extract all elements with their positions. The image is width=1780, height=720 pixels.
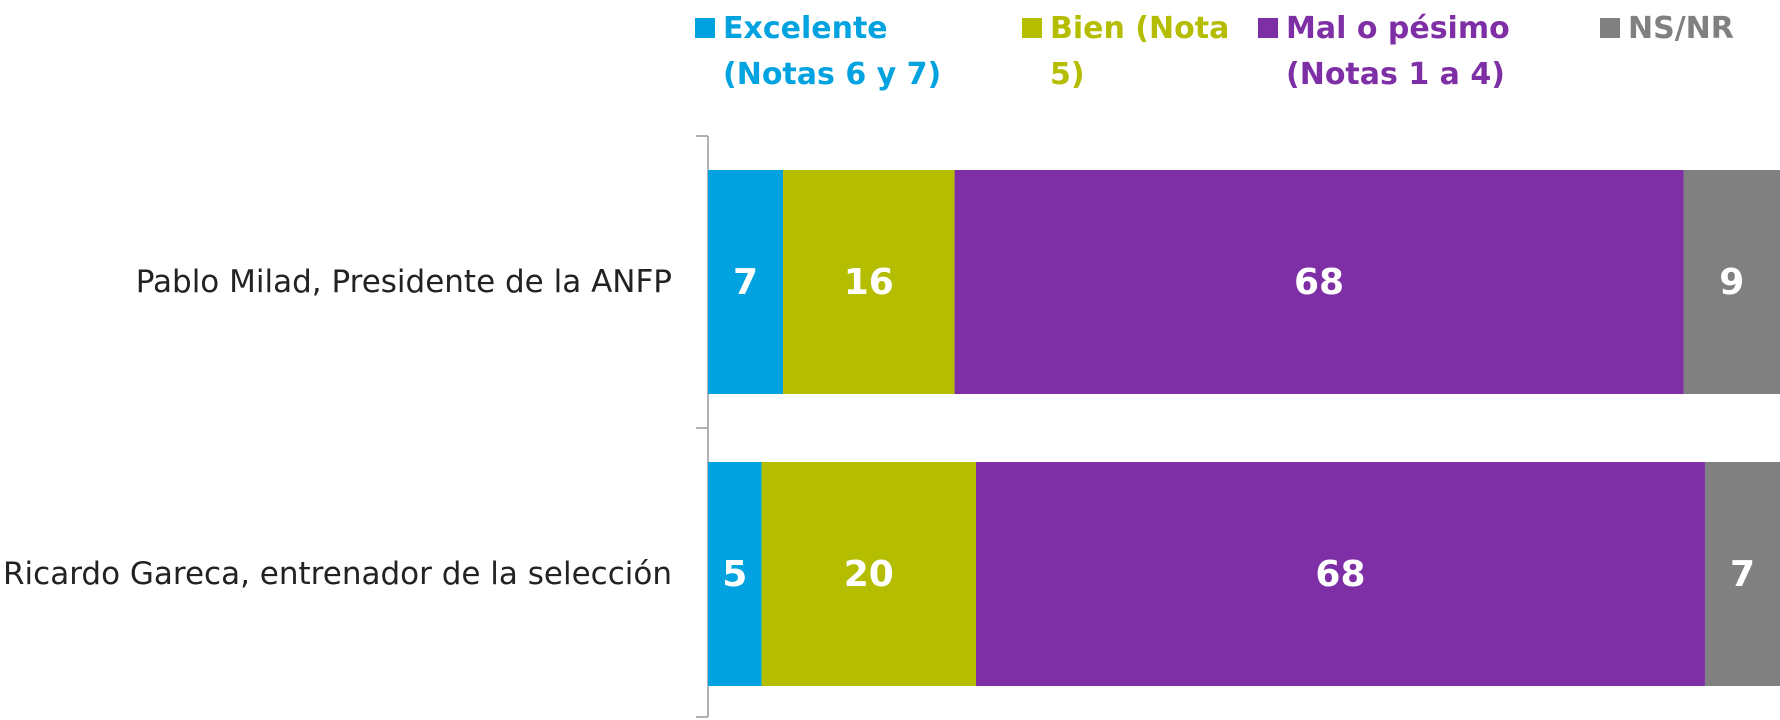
bar-segment [1704,462,1780,686]
value-label: 16 [844,262,894,303]
legend-item: Mal o pésimo (Notas 1 a 4) [1258,6,1606,98]
category-label: Pablo Milad, Presidente de la ANFP [135,264,672,300]
value-label: 68 [1315,554,1365,595]
legend-label: Mal o pésimo (Notas 1 a 4) [1286,11,1510,92]
legend-item: Excelente (Notas 6 y 7) [695,6,983,98]
bar-segment [761,462,976,686]
value-label: 20 [844,554,894,595]
bar-segment [783,170,955,394]
legend-item: NS/NR [1600,6,1734,52]
legend-swatch [1258,18,1278,38]
value-label: 7 [733,262,758,303]
legend-label: Excelente (Notas 6 y 7) [723,11,942,92]
bar-segment [1683,170,1780,394]
legend-item: Bien (Nota 5) [1022,6,1260,98]
value-label: 68 [1294,262,1344,303]
legend-label: Bien (Nota 5) [1050,11,1230,92]
value-label: 5 [722,554,747,595]
legend-swatch [1022,18,1042,38]
value-label: 9 [1719,262,1744,303]
legend-swatch [1600,18,1620,38]
legend-label: NS/NR [1628,11,1734,46]
value-label: 7 [1730,554,1755,595]
bar-segment [708,462,762,686]
bar-segment [976,462,1705,686]
legend-swatch [695,18,715,38]
bar-segment [954,170,1684,394]
bar-segment [708,170,784,394]
category-label: Ricardo Gareca, entrenador de la selecci… [3,556,672,592]
